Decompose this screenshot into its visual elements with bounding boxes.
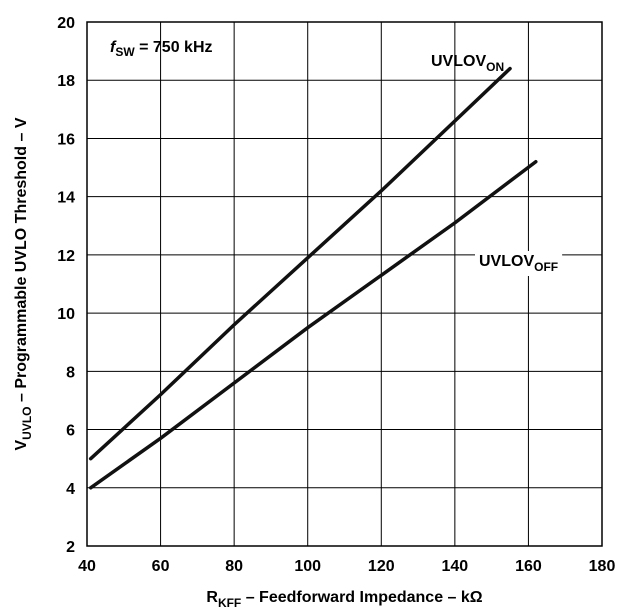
y-axis-title-rest: – Programmable UVLO Threshold – V [13,117,30,406]
x-axis-title-sub: KFF [218,596,241,610]
x-tick-label: 40 [78,558,96,575]
frequency-annotation: fSW = 750 kHz [110,39,213,59]
series-label-uvlov-off: UVLOVOFF [479,253,558,274]
y-tick-label: 2 [66,539,75,556]
x-tick-label: 60 [152,558,170,575]
x-axis-title-main: R [206,589,218,606]
series-label-uvlov-off-sub: OFF [534,260,558,274]
frequency-symbol: f [110,39,117,56]
y-tick-label: 14 [57,190,75,207]
y-tick-label: 6 [66,423,75,440]
y-tick-label: 16 [57,131,75,148]
series-line-uvlov-on [88,66,512,461]
x-tick-label: 120 [368,558,395,575]
y-tick-label: 12 [57,248,75,265]
frequency-subscript: SW [115,45,135,59]
frequency-value: = 750 kHz [135,39,213,56]
x-tick-label: 100 [294,558,321,575]
x-tick-label: 80 [225,558,243,575]
x-tick-label: 140 [442,558,469,575]
series-label-uvlov-on: UVLOVON [431,53,504,74]
series-label-uvlov-off-background [475,251,563,276]
y-tick-labels: 2 4 6 8 10 12 14 16 18 20 [57,15,75,556]
series-label-uvlov-on-sub: ON [486,60,504,74]
x-tick-label: 160 [515,558,542,575]
plot-frame [86,21,603,547]
y-tick-label: 18 [57,73,75,90]
y-axis-title-sub: UVLO [20,406,34,439]
x-tick-labels: 40 60 80 100 120 140 160 180 [78,558,615,575]
grid [87,22,602,546]
x-axis-title-rest: – Feedforward Impedance – kΩ [241,589,483,606]
x-tick-label: 180 [589,558,616,575]
series-line-uvlov-off [88,159,538,490]
series-lines [88,66,538,490]
series-label-uvlov-off-main: UVLOV [479,253,534,270]
y-axis-title: VUVLO – Programmable UVLO Threshold – V [13,117,34,450]
y-tick-label: 8 [66,364,75,381]
y-tick-label: 10 [57,306,75,323]
series-label-uvlov-on-main: UVLOV [431,53,486,70]
y-tick-label: 4 [66,481,75,498]
y-axis-title-main: V [13,439,30,450]
x-axis-title: RKFF – Feedforward Impedance – kΩ [206,589,482,610]
y-tick-label: 20 [57,15,75,32]
